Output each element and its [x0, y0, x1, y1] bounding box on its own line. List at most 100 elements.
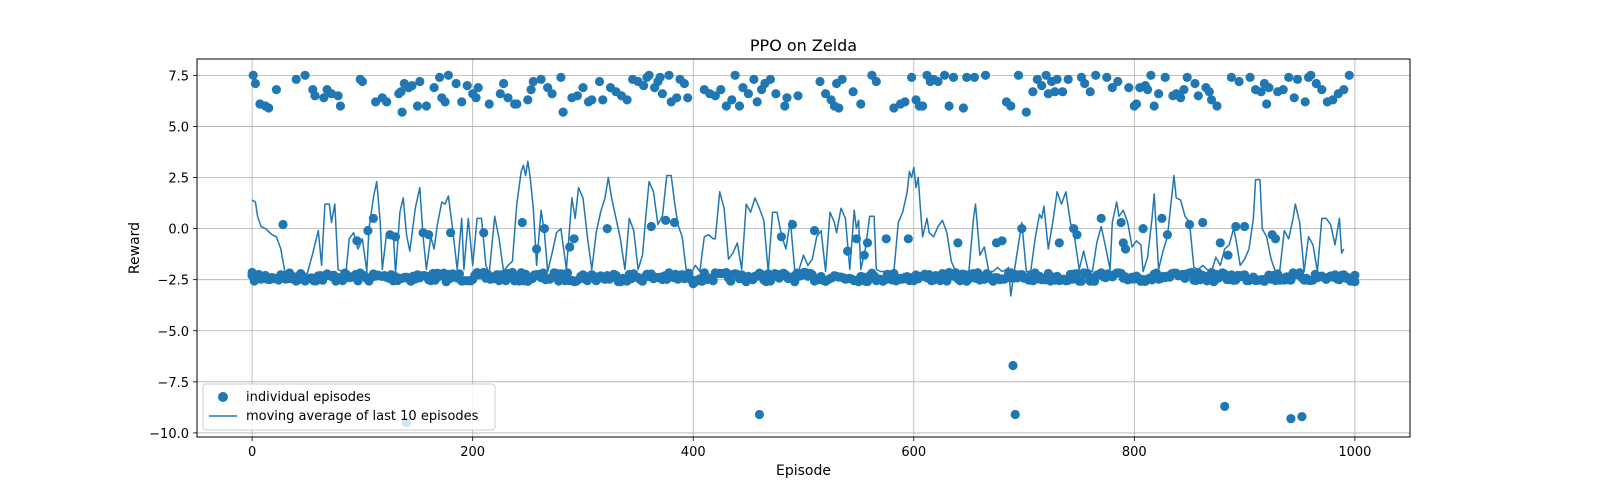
episode-point: [851, 234, 862, 244]
x-tick-label: 400: [681, 445, 706, 460]
episode-point: [382, 97, 392, 107]
episode-point: [1212, 101, 1222, 111]
plot-frame: [196, 58, 1411, 438]
episode-point: [738, 83, 748, 93]
episode-point: [1179, 85, 1189, 95]
x-tick-label: 600: [901, 445, 926, 460]
episode-point: [1107, 83, 1117, 93]
episode-point: [1058, 87, 1068, 97]
episode-point: [368, 213, 378, 223]
episode-point: [1160, 72, 1170, 82]
episode-point: [1052, 74, 1062, 84]
episode-point: [479, 228, 489, 238]
episode-point: [1085, 87, 1095, 97]
episode-point: [1182, 72, 1192, 82]
episode-point: [1176, 93, 1186, 103]
episode-point: [1120, 244, 1131, 254]
episode-point: [1328, 95, 1338, 105]
episode-point: [793, 91, 803, 101]
episode-point: [809, 226, 820, 236]
episode-point: [1193, 91, 1203, 101]
episode-point: [1270, 234, 1281, 244]
episode-point: [1113, 76, 1123, 87]
episode-point: [644, 70, 654, 80]
episode-point: [1350, 270, 1360, 280]
y-tick-label: 7.5: [168, 69, 189, 84]
episode-point: [526, 85, 536, 95]
episode-point: [1157, 213, 1167, 223]
episode-point: [948, 72, 959, 82]
episode-point: [517, 217, 527, 228]
legend: individual episodes moving average of la…: [202, 383, 496, 431]
episode-point: [834, 103, 844, 113]
episode-point: [1350, 277, 1360, 287]
episode-point: [572, 91, 583, 101]
episode-point: [669, 217, 680, 228]
episode-point: [558, 107, 568, 117]
episode-point: [536, 74, 546, 84]
episode-point: [1289, 93, 1299, 103]
episode-point: [1206, 95, 1217, 105]
episode-point: [429, 83, 439, 93]
episode-point: [815, 76, 825, 87]
episode-point: [881, 234, 891, 244]
episode-point: [1017, 224, 1027, 234]
episode-point: [512, 99, 522, 109]
moving-average-line: [251, 160, 1345, 297]
episode-point: [1286, 414, 1296, 424]
episode-point: [333, 91, 343, 101]
episode-point: [958, 103, 969, 113]
episode-point: [247, 271, 257, 281]
episode-point: [903, 234, 913, 244]
episode-point: [435, 72, 445, 82]
episode-point: [622, 95, 632, 105]
episode-point: [264, 103, 274, 113]
episode-point: [319, 93, 329, 103]
y-tick-label: −10.0: [149, 427, 189, 442]
episode-point: [451, 78, 461, 89]
episode-point: [1076, 276, 1086, 286]
episode-point: [1041, 70, 1051, 80]
episode-point: [1284, 72, 1294, 82]
episode-point: [250, 78, 260, 89]
episode-point: [721, 101, 731, 111]
episode-point: [587, 95, 597, 105]
episode-point: [1184, 219, 1195, 230]
episode-point: [471, 93, 481, 103]
episode-point: [716, 85, 726, 95]
episode-point: [1050, 87, 1060, 97]
episode-point: [837, 74, 847, 84]
episode-point: [397, 107, 407, 117]
episode-point: [1297, 412, 1307, 422]
scatter-points: [247, 70, 1360, 428]
episode-point: [900, 97, 910, 107]
episode-point: [1198, 217, 1208, 228]
episode-point: [980, 70, 991, 80]
episode-point: [291, 74, 301, 84]
episode-point: [1306, 70, 1316, 80]
episode-point: [843, 246, 853, 256]
episode-point: [727, 95, 737, 105]
episode-point: [1256, 87, 1266, 97]
episode-point: [457, 97, 467, 107]
episode-point: [933, 76, 943, 87]
episode-point: [1292, 74, 1303, 84]
episode-point: [1131, 99, 1142, 109]
episode-point: [942, 276, 952, 286]
episode-point: [1234, 76, 1244, 87]
episode-point: [594, 76, 605, 87]
x-tick-label: 200: [460, 445, 485, 460]
episode-point: [1146, 70, 1156, 80]
episode-point: [1245, 72, 1255, 82]
episode-point: [532, 244, 542, 254]
episode-point: [1006, 101, 1016, 111]
episode-point: [248, 70, 258, 80]
episode-point: [1096, 213, 1106, 223]
episode-point: [749, 74, 759, 84]
moving-average-path: [251, 160, 1345, 297]
episode-point: [683, 93, 693, 103]
episode-point: [421, 101, 431, 111]
episode-point: [710, 91, 720, 101]
y-tick-label: 0.0: [168, 223, 189, 238]
episode-point: [1317, 85, 1327, 95]
